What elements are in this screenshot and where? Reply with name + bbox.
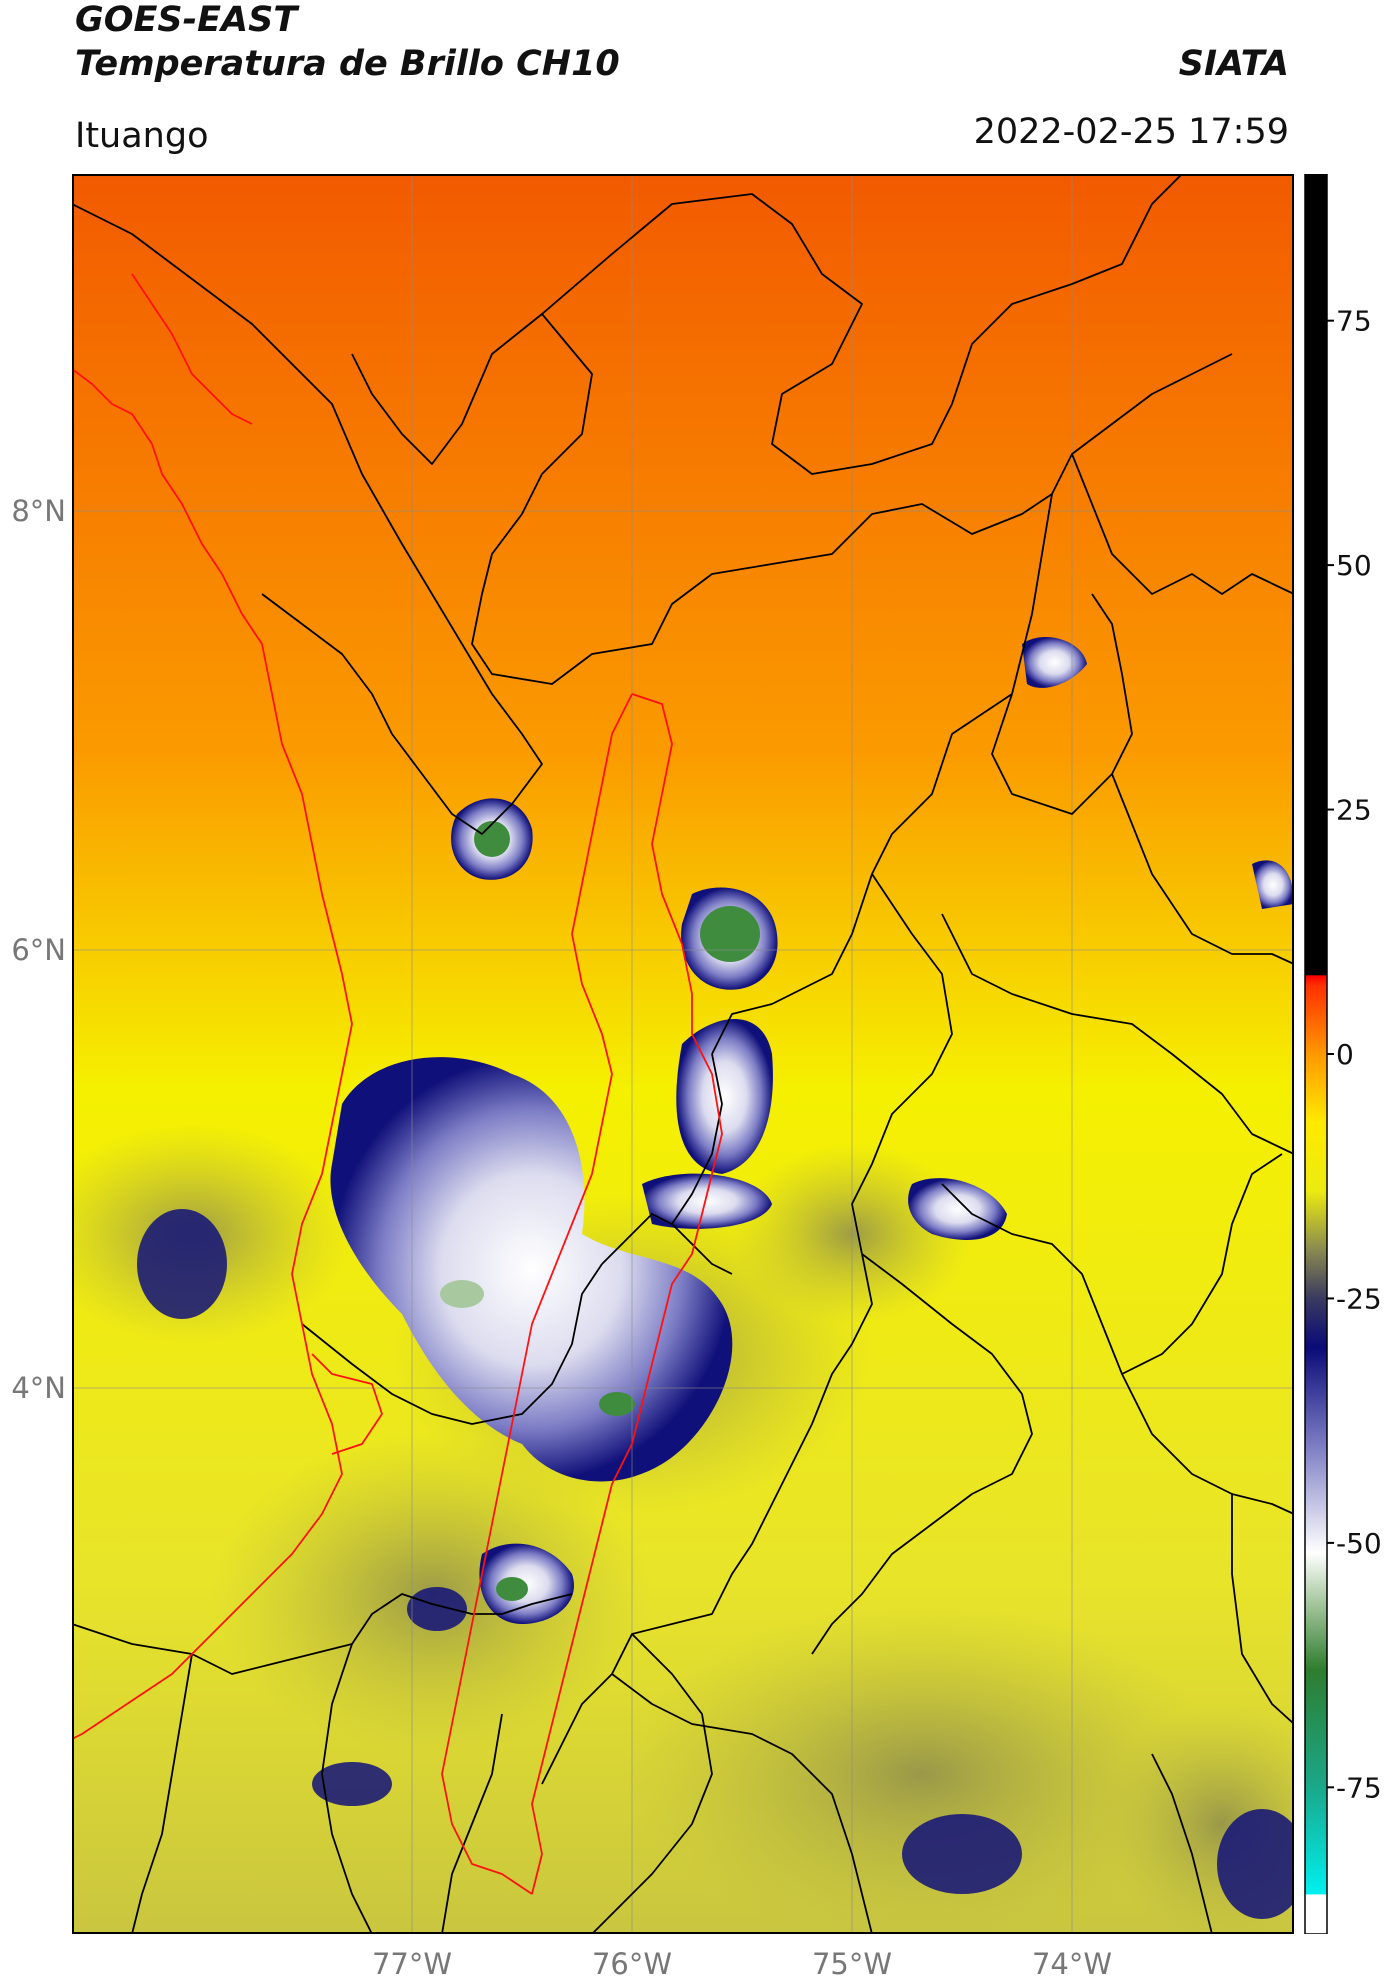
lat-tick-label: 4°N <box>11 1371 66 1405</box>
satellite-map <box>72 174 1294 1934</box>
timestamp-label: 2022-02-25 17:59 <box>973 112 1289 152</box>
colorbar-tick-label: -25 <box>1336 1282 1382 1315</box>
colorbar-tick-label: 25 <box>1336 794 1372 827</box>
cold-core-layer <box>440 821 760 1601</box>
product-title: Temperatura de Brillo CH10 <box>75 44 620 84</box>
lat-tick-label: 8°N <box>11 494 66 528</box>
lon-tick-label: 76°W <box>591 1947 673 1981</box>
colorbar-tick-label: 75 <box>1336 305 1372 338</box>
colorbar-tick-label: -50 <box>1336 1527 1382 1560</box>
colorbar-tick-label: 0 <box>1336 1038 1354 1071</box>
colorbar-tick-label: 50 <box>1336 549 1372 582</box>
red-borders <box>72 273 723 1895</box>
satellite-title: GOES-EAST <box>75 0 298 40</box>
location-label: Ituango <box>75 116 209 156</box>
lon-tick-label: 77°W <box>371 1947 453 1981</box>
brand-label: SIATA <box>1178 44 1289 84</box>
colorbar-tick-label: -75 <box>1336 1771 1382 1804</box>
admin-borders <box>72 174 1294 1934</box>
lon-tick-label: 74°W <box>1031 1947 1113 1981</box>
colorbar-fill <box>1304 174 1328 1934</box>
colorbar: 75 50 25 0 -25 -50 -75 <box>1304 174 1382 1934</box>
map-frame <box>72 174 1294 1934</box>
lon-tick-label: 75°W <box>811 1947 893 1981</box>
lat-tick-label: 6°N <box>11 933 66 967</box>
